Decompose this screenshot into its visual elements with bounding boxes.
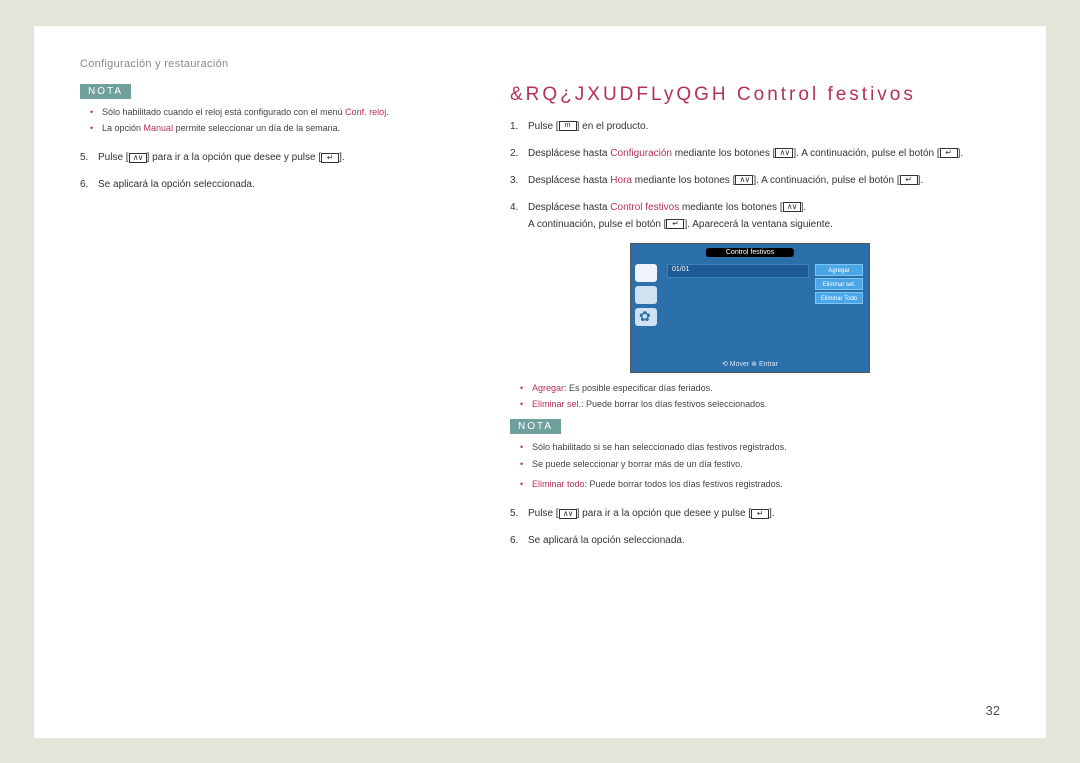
list-item: Se puede seleccionar y borrar más de un … [520,457,1000,471]
page-number: 32 [986,703,1000,718]
step-3: 3. Desplácese hasta Hora mediante los bo… [510,172,1000,189]
osd-add-button: Agregar [815,264,863,276]
left-steps: 5. Pulse [∧∨] para ir a la opción que de… [80,149,480,193]
up-down-icon: ∧∨ [559,509,577,519]
list-item: Sólo habilitado cuando el reloj está con… [90,105,480,119]
osd-list-item: 01/01 [667,264,809,278]
nota-list-2: Sólo habilitado si se han seleccionado d… [510,440,1000,471]
list-item: Agregar: Es posible especificar días fer… [520,381,1000,395]
ops-list: Agregar: Es posible especificar días fer… [510,381,1000,412]
osd-del-sel-button: Eliminar sel. [815,278,863,290]
list-item: Sólo habilitado si se han seleccionado d… [520,440,1000,454]
section-title: &RQ¿JXUDFLyQGH Control festivos [510,84,1000,106]
step-2: 2. Desplácese hasta Configuración median… [510,145,1000,162]
step-6: 6. Se aplicará la opción seleccionada. [510,532,1000,549]
gear-icon [635,308,657,326]
step-5: 5. Pulse [∧∨] para ir a la opción que de… [510,505,1000,522]
step-6: 6. Se aplicará la opción seleccionada. [80,176,480,193]
osd-title: Control festivos [706,248,794,257]
breadcrumb: Configuración y restauración [80,58,1000,70]
osd-screenshot: Control festivos 01/01 Agregar Eliminar … [630,243,870,373]
nota-badge: NOTA [510,419,561,434]
up-down-icon: ∧∨ [129,153,147,163]
step-4: 4. Desplácese hasta Control festivos med… [510,199,1000,233]
menu-icon: m [559,121,577,131]
osd-side-icons [635,264,661,326]
list-item: Eliminar todo: Puede borrar todos los dí… [520,477,1000,491]
list-item: Eliminar sel.: Puede borrar los días fes… [520,397,1000,411]
osd-icon [635,286,657,304]
step-1: 1. Pulse [m] en el producto. [510,118,1000,135]
left-column: NOTA Sólo habilitado cuando el reloj est… [80,84,480,560]
up-down-icon: ∧∨ [783,202,801,212]
enter-icon: ↵ [900,175,918,185]
step-5: 5. Pulse [∧∨] para ir a la opción que de… [80,149,480,166]
osd-del-all-button: Eliminar Todo [815,292,863,304]
list-item: La opción Manual permite seleccionar un … [90,121,480,135]
osd-icon [635,264,657,282]
enter-icon: ↵ [666,219,684,229]
columns: NOTA Sólo habilitado cuando el reloj est… [80,84,1000,560]
right-steps: 1. Pulse [m] en el producto. 2. Despláce… [510,118,1000,233]
nota-badge: NOTA [80,84,131,99]
ops-list-2: Eliminar todo: Puede borrar todos los dí… [510,477,1000,491]
enter-icon: ↵ [940,148,958,158]
left-note-list: Sólo habilitado cuando el reloj está con… [80,105,480,136]
up-down-icon: ∧∨ [735,175,753,185]
enter-icon: ↵ [321,153,339,163]
right-steps-cont: 5. Pulse [∧∨] para ir a la opción que de… [510,505,1000,549]
page: Configuración y restauración NOTA Sólo h… [34,26,1046,738]
right-column: &RQ¿JXUDFLyQGH Control festivos 1. Pulse… [510,84,1000,560]
up-down-icon: ∧∨ [775,148,793,158]
osd-footer: ⟲ Mover ⊕ Entrar [722,360,778,368]
enter-icon: ↵ [751,509,769,519]
